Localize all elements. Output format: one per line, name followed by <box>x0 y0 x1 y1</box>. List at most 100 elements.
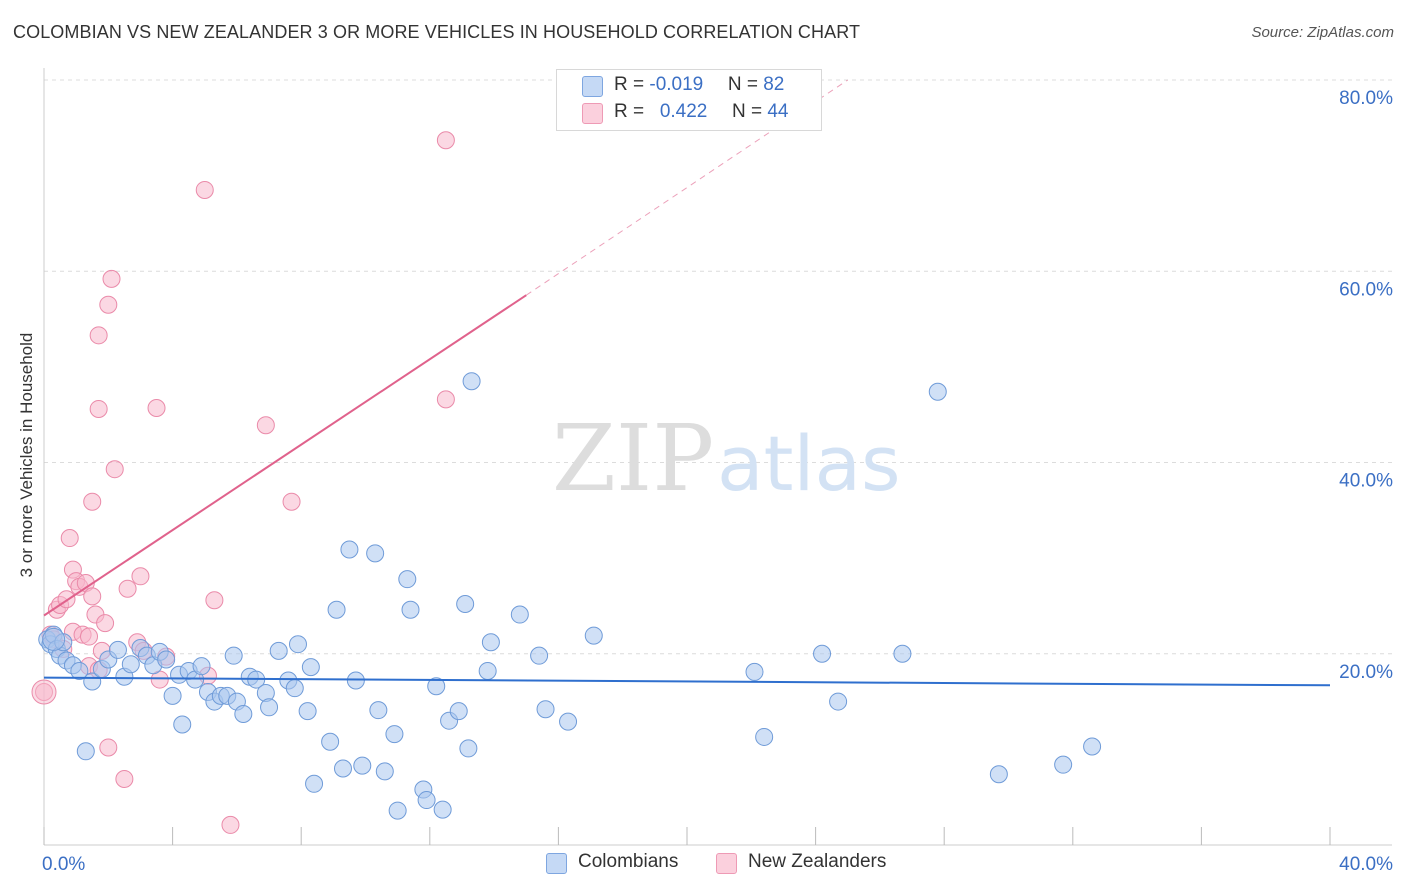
new-zealander-cluster-point <box>31 679 57 705</box>
colombian-point-48 <box>340 540 359 559</box>
colombian-point-70 <box>530 646 549 665</box>
colombian-point-80 <box>989 765 1008 784</box>
colombian-point-46 <box>327 600 346 619</box>
source-label: Source: ZipAtlas.com <box>1251 24 1394 41</box>
colombian-point-64 <box>456 595 475 614</box>
colombian-point-65 <box>459 739 478 758</box>
tick-labels: 20.0% 40.0% 60.0% 80.0% 0.0% 40.0% <box>42 88 1393 875</box>
colombian-point-55 <box>388 801 407 820</box>
y-tick-label-3: 80.0% <box>1339 88 1393 109</box>
colombian-point-68 <box>481 633 500 652</box>
colombian-point-74 <box>745 662 764 681</box>
n-label: N = <box>727 74 764 95</box>
trend-lines <box>43 79 1331 687</box>
new-zealander-point-23 <box>96 614 115 633</box>
n-value: 82 <box>763 74 785 95</box>
chart-title: COLOMBIAN VS NEW ZEALANDER 3 OR MORE VEH… <box>13 22 861 42</box>
new-zealander-point-33 <box>147 398 166 417</box>
colombian-point-20 <box>157 650 176 669</box>
colombian-point-69 <box>510 605 529 624</box>
colombian-point-63 <box>449 702 468 721</box>
new-zealander-point-38 <box>205 591 224 610</box>
colombian-point-67 <box>478 661 497 680</box>
new-zealander-point-27 <box>105 460 124 479</box>
colombian-point-66 <box>462 372 481 391</box>
colombian-point-45 <box>321 732 340 751</box>
colombian-point-31 <box>224 646 243 665</box>
new-zealander-point-36 <box>195 180 214 199</box>
new-zealander-point-41 <box>282 492 301 511</box>
legend-swatch-pink <box>582 103 603 124</box>
colombian-point-8 <box>70 661 89 680</box>
colombian-point-26 <box>192 657 211 676</box>
new-zealander-point-28 <box>115 770 134 789</box>
r-value: -0.019 <box>649 74 704 95</box>
new-zealander-point-14 <box>80 627 99 646</box>
colombian-point-75 <box>755 727 774 746</box>
r-label: R = <box>614 74 650 95</box>
new-zealander-point-24 <box>99 738 118 757</box>
colombian-point-47 <box>333 759 352 778</box>
x-tick-label-0: 0.0% <box>42 854 85 875</box>
colombians-trend-line <box>43 676 1331 687</box>
colombian-point-13 <box>108 640 127 659</box>
colombian-point-41 <box>288 635 307 654</box>
colombian-point-21 <box>163 686 182 705</box>
new-zealander-point-22 <box>89 399 108 418</box>
colombian-point-52 <box>369 701 388 720</box>
colombian-point-56 <box>398 570 417 589</box>
colombian-point-72 <box>559 712 578 731</box>
legend-label-colombians: Colombians <box>578 851 679 872</box>
watermark-atlas: atlas <box>717 419 901 508</box>
n-value: 44 <box>767 101 789 122</box>
colombian-point-50 <box>353 756 372 775</box>
colombian-cluster-point <box>42 627 66 651</box>
gridlines <box>44 79 1392 655</box>
n-label: N = <box>731 101 768 122</box>
colombian-point-44 <box>305 774 324 793</box>
new-zealander-point-40 <box>256 416 275 435</box>
colombians-points <box>38 372 1102 820</box>
colombian-point-82 <box>1083 737 1102 756</box>
stats-legend: R = -0.019 N = 82 R = 0.422 N = 44 <box>556 69 822 131</box>
colombian-point-71 <box>536 700 555 719</box>
legend-label-new-zealanders: New Zealanders <box>748 851 887 872</box>
new-zealander-point-43 <box>436 131 455 150</box>
colombian-point-37 <box>260 698 279 717</box>
r-label: R = <box>614 101 650 122</box>
colombian-point-78 <box>893 644 912 663</box>
colombian-point-57 <box>401 600 420 619</box>
legend-swatch-blue <box>582 76 603 97</box>
new-zealander-point-15 <box>83 587 102 606</box>
watermark: ZIP atlas <box>552 405 901 512</box>
watermark-zip: ZIP <box>552 405 714 512</box>
colombian-point-33 <box>234 704 253 723</box>
new-zealander-point-39 <box>221 815 240 834</box>
new-zealander-point-25 <box>99 295 118 314</box>
legend-swatch-new-zealanders <box>716 853 737 874</box>
colombian-point-23 <box>173 715 192 734</box>
new-zealander-point-19 <box>89 326 108 345</box>
colombian-point-81 <box>1054 755 1073 774</box>
colombian-point-15 <box>121 655 140 674</box>
colombian-point-79 <box>928 382 947 401</box>
new-zealander-point-26 <box>102 269 121 288</box>
series-legend: Colombians New Zealanders <box>0 850 1406 878</box>
r-value: 0.422 <box>659 101 708 122</box>
new-zealander-point-31 <box>131 567 150 586</box>
legend-swatch-colombians <box>546 853 567 874</box>
colombian-point-51 <box>366 544 385 563</box>
colombian-point-9 <box>76 742 95 761</box>
axes <box>43 68 1392 846</box>
colombian-point-53 <box>375 762 394 781</box>
colombian-point-40 <box>285 679 304 698</box>
new-zealander-point-42 <box>436 390 455 409</box>
x-tick-label-1: 40.0% <box>1339 854 1393 875</box>
colombian-point-59 <box>417 791 436 810</box>
new-zealander-point-17 <box>83 492 102 511</box>
colombian-point-54 <box>385 725 404 744</box>
new-zealanders-trend-line <box>43 294 527 617</box>
y-tick-label-1: 40.0% <box>1339 471 1393 492</box>
y-tick-label-2: 60.0% <box>1339 279 1393 300</box>
